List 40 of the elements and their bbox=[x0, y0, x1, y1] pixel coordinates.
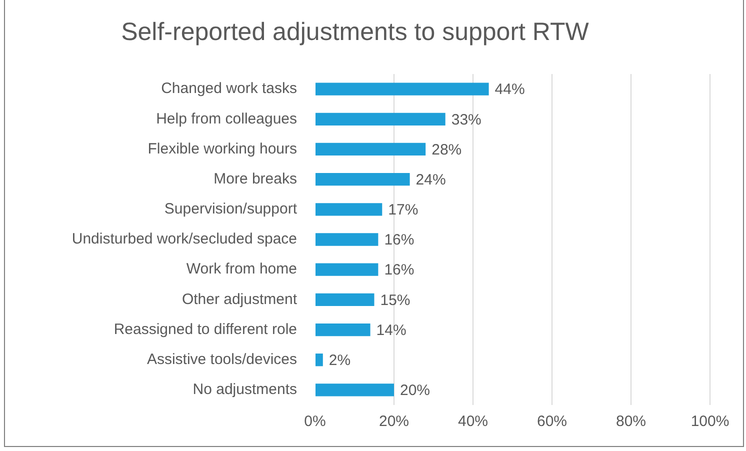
bar bbox=[316, 293, 374, 306]
y-tick-label: No adjustments bbox=[192, 381, 297, 398]
x-tick-label: 100% bbox=[690, 413, 730, 430]
chart-title: Self-reported adjustments to support RTW bbox=[121, 18, 590, 46]
y-tick-label: Help from colleagues bbox=[156, 110, 297, 128]
bar bbox=[316, 384, 394, 396]
x-tick-label: 0% bbox=[304, 413, 326, 430]
bar bbox=[316, 354, 323, 366]
bar bbox=[316, 203, 382, 216]
data-label: 2% bbox=[328, 352, 351, 370]
data-label: 20% bbox=[400, 382, 430, 400]
y-tick-label: Supervision/support bbox=[164, 200, 298, 218]
data-label: 17% bbox=[388, 202, 418, 219]
x-tick-label: 20% bbox=[378, 413, 410, 430]
data-label: 16% bbox=[384, 232, 414, 249]
data-label: 44% bbox=[494, 81, 525, 98]
bar bbox=[316, 142, 426, 156]
x-tick-label: 80% bbox=[616, 413, 646, 430]
y-tick-label: Work from home bbox=[186, 260, 297, 278]
data-label: 14% bbox=[376, 322, 406, 339]
bar bbox=[316, 323, 370, 336]
bar bbox=[316, 233, 378, 246]
data-label: 16% bbox=[384, 262, 414, 279]
y-tick-label: Flexible working hours bbox=[148, 140, 297, 158]
bar bbox=[316, 82, 489, 96]
y-tick-label: More breaks bbox=[214, 170, 297, 188]
bar bbox=[316, 112, 446, 126]
data-label: 33% bbox=[451, 111, 482, 128]
data-label: 24% bbox=[416, 171, 446, 188]
x-tick-label: 60% bbox=[536, 413, 568, 430]
bar bbox=[316, 173, 410, 186]
y-tick-label: Assistive tools/devices bbox=[146, 351, 297, 368]
y-tick-label: Changed work tasks bbox=[161, 80, 297, 98]
y-tick-label: Other adjustment bbox=[182, 290, 298, 308]
bar bbox=[316, 263, 378, 276]
y-tick-label: Undisturbed work/secluded space bbox=[72, 230, 297, 248]
y-tick-label: Reassigned to different role bbox=[114, 320, 297, 338]
data-label: 28% bbox=[432, 141, 462, 158]
data-label: 15% bbox=[380, 292, 410, 309]
x-tick-label: 40% bbox=[458, 413, 488, 430]
